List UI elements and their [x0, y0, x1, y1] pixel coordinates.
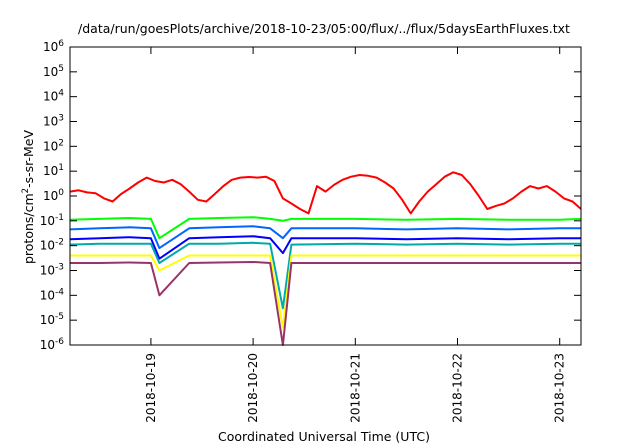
y-axis-label: protons/cm2-s-sr-MeV — [21, 130, 36, 264]
series-line-5 — [69, 241, 581, 310]
y-tick-label: 10-5 — [40, 312, 64, 327]
series-line-1 — [69, 171, 582, 215]
y-axis-label-superscript: 2 — [21, 188, 31, 193]
y-tick-label: 10-1 — [40, 213, 64, 228]
y-tick-label: 10-3 — [40, 263, 64, 278]
series-line-4 — [69, 235, 581, 260]
ticks-group: 106 105 104 103 102 101 100 10-1 10-2 10-3 10-4 10-… — [40, 39, 581, 423]
x-tick-label: 2018-10-22 — [451, 353, 465, 423]
series-line-3 — [69, 225, 581, 250]
x-axis-label: Coordinated Universal Time (UTC) — [218, 429, 430, 444]
x-tick-label: 2018-10-20 — [246, 353, 260, 423]
y-tick-label: 102 — [43, 138, 64, 153]
x-tick-label: 2018-10-21 — [348, 353, 362, 423]
series-line-6 — [70, 254, 581, 329]
y-tick-label: 10-2 — [40, 238, 64, 253]
y-tick-label: 105 — [43, 64, 64, 79]
series-group — [69, 171, 582, 346]
y-tick-label: 104 — [43, 89, 64, 104]
plot-frame — [69, 46, 582, 346]
x-tick-label: 2018-10-19 — [144, 353, 158, 423]
chart-title: /data/run/goesPlots/archive/2018-10-23/0… — [78, 21, 570, 36]
y-axis-label-prefix: protons/cm — [21, 193, 36, 264]
series-line-2 — [69, 216, 582, 240]
y-tick-label: 100 — [43, 188, 64, 203]
y-axis-label-suffix: -s-sr-MeV — [21, 130, 36, 188]
series-line-7 — [70, 261, 581, 346]
y-tick-label: 10-4 — [40, 287, 65, 302]
y-tick-label: 103 — [43, 114, 64, 129]
y-tick-label: 10-6 — [40, 337, 65, 352]
x-tick-label: 2018-10-23 — [553, 353, 567, 423]
y-tick-label: 101 — [43, 163, 64, 178]
y-tick-label: 106 — [43, 39, 64, 54]
